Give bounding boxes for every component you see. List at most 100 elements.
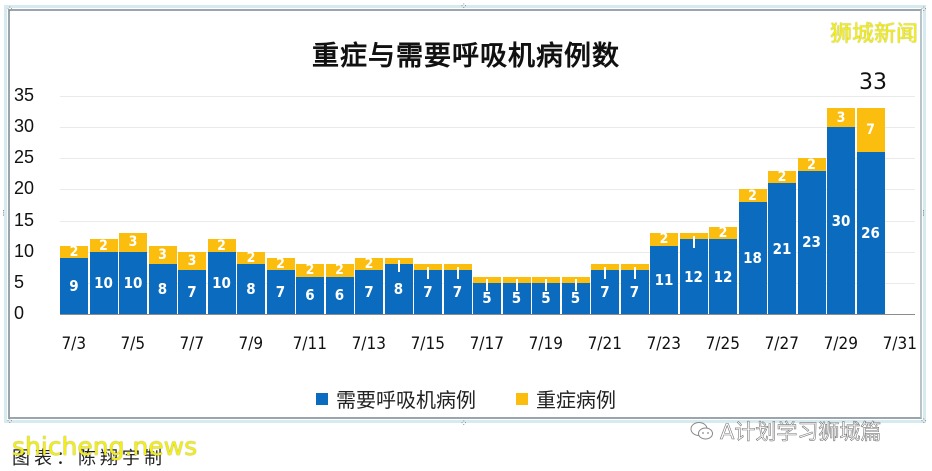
data-label: 5 xyxy=(541,289,551,308)
legend-swatch-yellow xyxy=(516,392,528,405)
data-label: 21 xyxy=(772,239,792,258)
data-label: 3 xyxy=(187,253,197,270)
bar-7-27[interactable]: 21 2 xyxy=(768,169,796,314)
data-label: 12 xyxy=(684,267,703,286)
bar-segment-severe xyxy=(502,276,531,292)
resize-handle-bottom-left[interactable]: ⁘ xyxy=(6,416,14,426)
gridline xyxy=(60,127,915,129)
bar-segment-severe xyxy=(384,257,413,273)
bar-segment-severe xyxy=(532,276,560,292)
bar-segment-severe: 3 xyxy=(178,251,206,271)
data-label: 7 xyxy=(600,283,610,302)
bar-7-15[interactable]: 7 xyxy=(414,264,442,314)
x-tick-label: 7/13 xyxy=(351,334,386,354)
bar-segment-ventilator: 7 xyxy=(178,270,206,314)
wechat-watermark-text: A计划学习狮城篇 xyxy=(720,420,882,445)
data-label: 5 xyxy=(570,289,581,308)
gridline xyxy=(60,158,915,160)
data-label: 7 xyxy=(629,283,640,302)
bar-7-25[interactable]: 12 2 xyxy=(709,225,737,314)
data-label: 2 xyxy=(276,256,285,273)
y-tick-label: 0 xyxy=(14,303,25,323)
data-label: 7 xyxy=(187,283,197,302)
bar-7-23[interactable]: 11 2 xyxy=(650,231,678,314)
data-label: 10 xyxy=(94,273,113,292)
y-tick-label: 25 xyxy=(14,147,35,168)
data-label: 7 xyxy=(452,283,463,302)
plot-area: 9 2 10 2 10 3 8 3 7 3 10 2 8 2 7 2 6 2 6 2 7 2 8 7 7 5 5 5 5 7 7 11 2 12 1… xyxy=(60,96,915,315)
bar-segment-severe xyxy=(620,264,649,279)
resize-handle-top[interactable]: ⁘ xyxy=(460,1,468,11)
resize-handle-left[interactable]: ⁝ xyxy=(2,208,5,218)
bar-7-19[interactable]: 5 xyxy=(532,276,560,314)
data-label: 2 xyxy=(335,262,344,279)
bar-7-8[interactable]: 10 2 xyxy=(207,238,236,314)
bar-7-4[interactable]: 10 2 xyxy=(89,237,118,314)
legend-label: 重症病例 xyxy=(536,388,616,412)
bar-segment-severe: 2 xyxy=(738,188,767,204)
bar-segment-ventilator: 26 xyxy=(856,152,885,314)
resize-handle-top-right[interactable]: ⁘ xyxy=(920,4,928,14)
gridline xyxy=(60,189,915,191)
bar-7-18[interactable]: 5 xyxy=(502,276,531,314)
resize-handle-right[interactable]: ⁝ xyxy=(922,208,925,218)
data-label: 12 xyxy=(713,267,733,286)
bar-segment-ventilator: 8 xyxy=(384,264,413,314)
bar-7-17[interactable]: 5 xyxy=(473,276,501,314)
bar-7-22[interactable]: 7 xyxy=(620,264,649,314)
bar-segment-severe xyxy=(414,264,442,279)
x-tick-label: 7/31 xyxy=(882,334,917,354)
bar-segment-ventilator: 30 xyxy=(827,127,855,314)
bar-7-16[interactable]: 7 xyxy=(443,264,472,314)
data-label: 10 xyxy=(212,273,231,292)
bar-segment-ventilator: 6 xyxy=(296,276,324,314)
bar-7-29[interactable]: 30 3 xyxy=(827,108,855,314)
bar-segment-severe xyxy=(473,276,501,292)
data-label: 7 xyxy=(364,283,374,302)
chart-frame-outer xyxy=(4,5,926,423)
x-tick-label: 7/15 xyxy=(410,334,445,354)
hidden-label-marker xyxy=(456,266,459,279)
resize-handle-bottom[interactable]: ⁘ xyxy=(460,418,468,428)
data-label: 2 xyxy=(246,249,256,266)
bar-segment-severe: 2 xyxy=(650,231,678,247)
bar-segment-severe xyxy=(561,276,590,292)
bar-7-26[interactable]: 18 2 xyxy=(738,188,767,314)
legend-item-severe: 重症病例 xyxy=(516,384,616,413)
data-label: 2 xyxy=(364,256,374,273)
bar-7-28[interactable]: 23 2 xyxy=(797,157,826,314)
data-label: 2 xyxy=(99,237,108,254)
bar-segment-severe: 2 xyxy=(207,238,236,254)
bar-7-20[interactable]: 5 xyxy=(561,276,590,314)
x-tick-label: 7/23 xyxy=(646,334,681,354)
bar-segment-ventilator: 7 xyxy=(266,270,295,314)
bar-7-5[interactable]: 10 3 xyxy=(119,233,147,314)
bar-7-21[interactable]: 7 xyxy=(591,264,619,314)
y-tick-label: 30 xyxy=(14,116,35,137)
x-tick-label: 7/29 xyxy=(823,334,858,354)
y-tick-label: 10 xyxy=(14,240,35,261)
bar-segment-ventilator: 12 xyxy=(679,239,708,314)
data-label: 8 xyxy=(393,280,404,299)
bar-7-24[interactable]: 12 xyxy=(679,233,708,314)
y-tick-label: 20 xyxy=(14,178,35,199)
resize-handle-top-left[interactable]: ⁘ xyxy=(6,4,14,14)
bar-7-30[interactable]: 26 7 xyxy=(856,108,885,314)
data-label: 3 xyxy=(836,109,846,126)
legend-label: 需要呼吸机病例 xyxy=(336,388,476,412)
resize-handle-bottom-right[interactable]: ⁘ xyxy=(920,416,928,426)
wechat-watermark: A计划学习狮城篇 xyxy=(690,416,882,446)
bar-segment-ventilator: 8 xyxy=(237,264,265,314)
figure-caption: 图表：陈翔宇制 xyxy=(12,448,166,469)
gridline xyxy=(60,220,915,222)
bar-7-14[interactable]: 8 xyxy=(384,257,413,314)
legend: 需要呼吸机病例 重症病例 xyxy=(316,384,656,413)
